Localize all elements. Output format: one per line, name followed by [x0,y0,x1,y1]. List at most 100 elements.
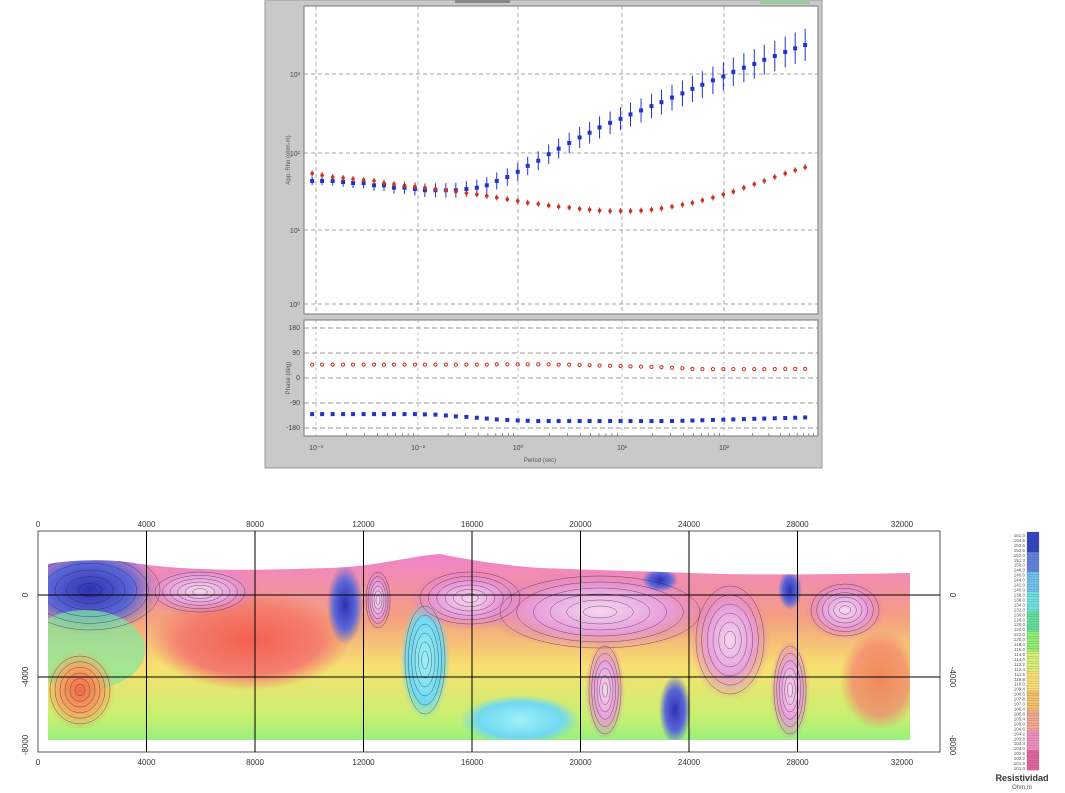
rho-point-0-6 [372,183,377,188]
rho-point-0-31 [628,112,633,117]
phase-point-0-35 [669,365,675,370]
rho-point-1-44 [762,179,767,183]
phase-point-0-10 [412,362,418,367]
phase-point-1-14 [453,414,458,419]
phase-point-1-33 [649,419,654,424]
phase-grid [304,320,818,436]
rho-point-1-13 [444,188,448,193]
phase-point-1-19 [505,417,510,422]
rho-point-1-17 [484,194,489,198]
phase-point-1-9 [402,412,407,417]
rho-point-0-25 [567,140,572,145]
phase-point-0-27 [587,363,592,368]
rho-point-0-15 [464,186,469,191]
phase-point-0-2 [330,362,335,367]
rho-point-1-47 [793,168,797,173]
rho-point-0-3 [341,179,346,184]
rho-point-1-0 [310,171,314,176]
rho-point-1-42 [742,185,746,190]
rho-point-0-0 [310,178,315,183]
rho-point-1-37 [690,200,695,205]
rho-point-0-21 [525,163,530,168]
phase-point-1-43 [752,416,757,421]
phase-point-1-15 [464,414,469,419]
phase-point-0-40 [721,367,726,372]
rho-point-0-46 [783,49,788,54]
rho-point-0-16 [474,185,479,190]
phase-point-1-47 [793,415,798,420]
phase-point-0-13 [443,362,448,367]
rho-point-1-25 [567,205,572,210]
rho-point-0-5 [361,181,366,186]
phase-point-0-34 [659,365,664,370]
rho-point-1-30 [618,209,623,213]
rho-point-1-4 [351,177,355,181]
rho-point-1-24 [556,204,561,209]
rho-point-0-48 [803,42,808,47]
rho-point-1-22 [536,202,541,206]
rho-point-1-48 [803,165,807,170]
rho-point-0-33 [649,104,654,109]
phase-point-1-5 [361,412,366,417]
phase-y-tick-0: 180 [288,325,300,332]
rho-point-0-36 [680,91,685,96]
rho-point-0-40 [721,74,726,79]
rho-point-1-31 [628,209,633,213]
phase-point-1-44 [762,416,767,421]
rho-point-0-34 [659,100,664,105]
phase-point-1-11 [422,412,427,417]
phase-point-0-28 [597,363,602,368]
phase-point-0-21 [525,362,530,367]
phase-point-1-26 [577,419,582,424]
phase-data-points [310,362,808,424]
phase-point-1-35 [670,419,675,424]
rho-point-1-3 [341,176,345,180]
rho-point-0-37 [690,86,695,91]
rho-y-axis-label: App. Rho (ohm-m) [286,135,292,184]
rho-point-0-29 [608,120,613,125]
rho-point-1-36 [680,202,685,207]
phase-point-1-45 [772,416,777,421]
phase-point-1-41 [731,417,736,422]
phase-point-0-46 [783,366,788,371]
period-x-axis-label: Period (sec) [524,458,556,464]
phase-point-0-33 [649,364,654,369]
rho-point-1-26 [577,206,582,211]
rho-point-0-42 [741,65,746,70]
rho-point-0-4 [351,181,356,186]
phase-point-0-5 [361,362,366,367]
phase-point-0-37 [690,366,695,371]
rho-point-1-23 [546,203,551,208]
phase-point-1-16 [474,415,479,420]
rho-point-1-41 [731,189,736,194]
rho-point-0-24 [556,146,561,151]
rho-point-1-45 [773,175,777,179]
rho-point-1-9 [402,183,407,188]
phase-point-1-1 [320,412,325,417]
phase-point-0-32 [638,364,644,369]
phase-point-1-4 [351,412,356,417]
phase-point-1-12 [433,412,438,417]
phase-point-1-46 [783,416,788,420]
phase-point-0-24 [556,362,561,367]
rho-point-1-29 [608,209,612,213]
period-x-tick-2: 10⁰ [513,444,524,452]
phase-point-0-7 [381,362,387,367]
rho-panel-bg [303,5,819,315]
rho-point-1-40 [721,192,726,197]
phase-point-1-40 [721,417,726,422]
phase-point-0-47 [793,366,798,371]
rho-point-1-8 [392,182,396,186]
phase-point-1-7 [381,412,386,417]
phase-point-1-25 [567,419,572,424]
rho-y-tick-labels: 10³ 10² 10¹ 10⁰ [289,72,300,309]
rho-point-1-43 [752,182,757,186]
rho-point-1-6 [372,179,376,183]
rho-point-0-1 [320,178,325,183]
phase-point-1-0 [310,412,315,417]
phase-point-1-34 [659,419,664,424]
phase-point-0-42 [741,367,746,372]
rho-point-1-2 [330,175,335,179]
phase-point-1-28 [597,419,602,424]
rho-point-1-7 [382,181,386,185]
